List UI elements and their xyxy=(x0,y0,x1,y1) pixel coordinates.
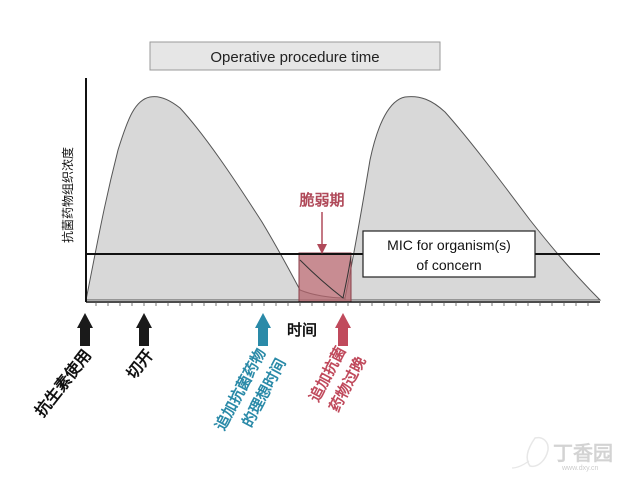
ideal-redose-arrow-icon xyxy=(255,313,271,346)
operative-time-banner xyxy=(149,41,441,71)
incision-label: 切开 xyxy=(122,346,157,383)
late-redose-arrow-icon xyxy=(335,313,351,346)
vulnerable-period-box xyxy=(298,252,352,303)
x-axis-ticks xyxy=(95,302,589,306)
vulnerable-period-curve-trace xyxy=(299,255,352,299)
antibiotic-use-label: 抗生素使用 xyxy=(31,346,95,421)
watermark-subtext: www.dxy.cn xyxy=(561,465,599,472)
mic-label-box xyxy=(362,230,536,278)
antibiotic-use-arrow-icon xyxy=(77,313,93,346)
operative-time-label: Operative procedure time xyxy=(210,49,379,66)
mic-label-line1: MIC for organism(s) xyxy=(387,237,511,253)
watermark-logo-icon xyxy=(511,436,549,469)
x-axis-label: 时间 xyxy=(287,321,317,339)
watermark-text: 丁香园 xyxy=(553,441,613,465)
vulnerable-pointer-head-icon xyxy=(317,244,327,254)
mic-label-line2: of concern xyxy=(416,257,481,273)
y-axis-label: 抗菌药物组织浓度 xyxy=(60,147,75,243)
vulnerable-period-label: 脆弱期 xyxy=(299,191,344,209)
incision-arrow-icon xyxy=(136,313,152,346)
